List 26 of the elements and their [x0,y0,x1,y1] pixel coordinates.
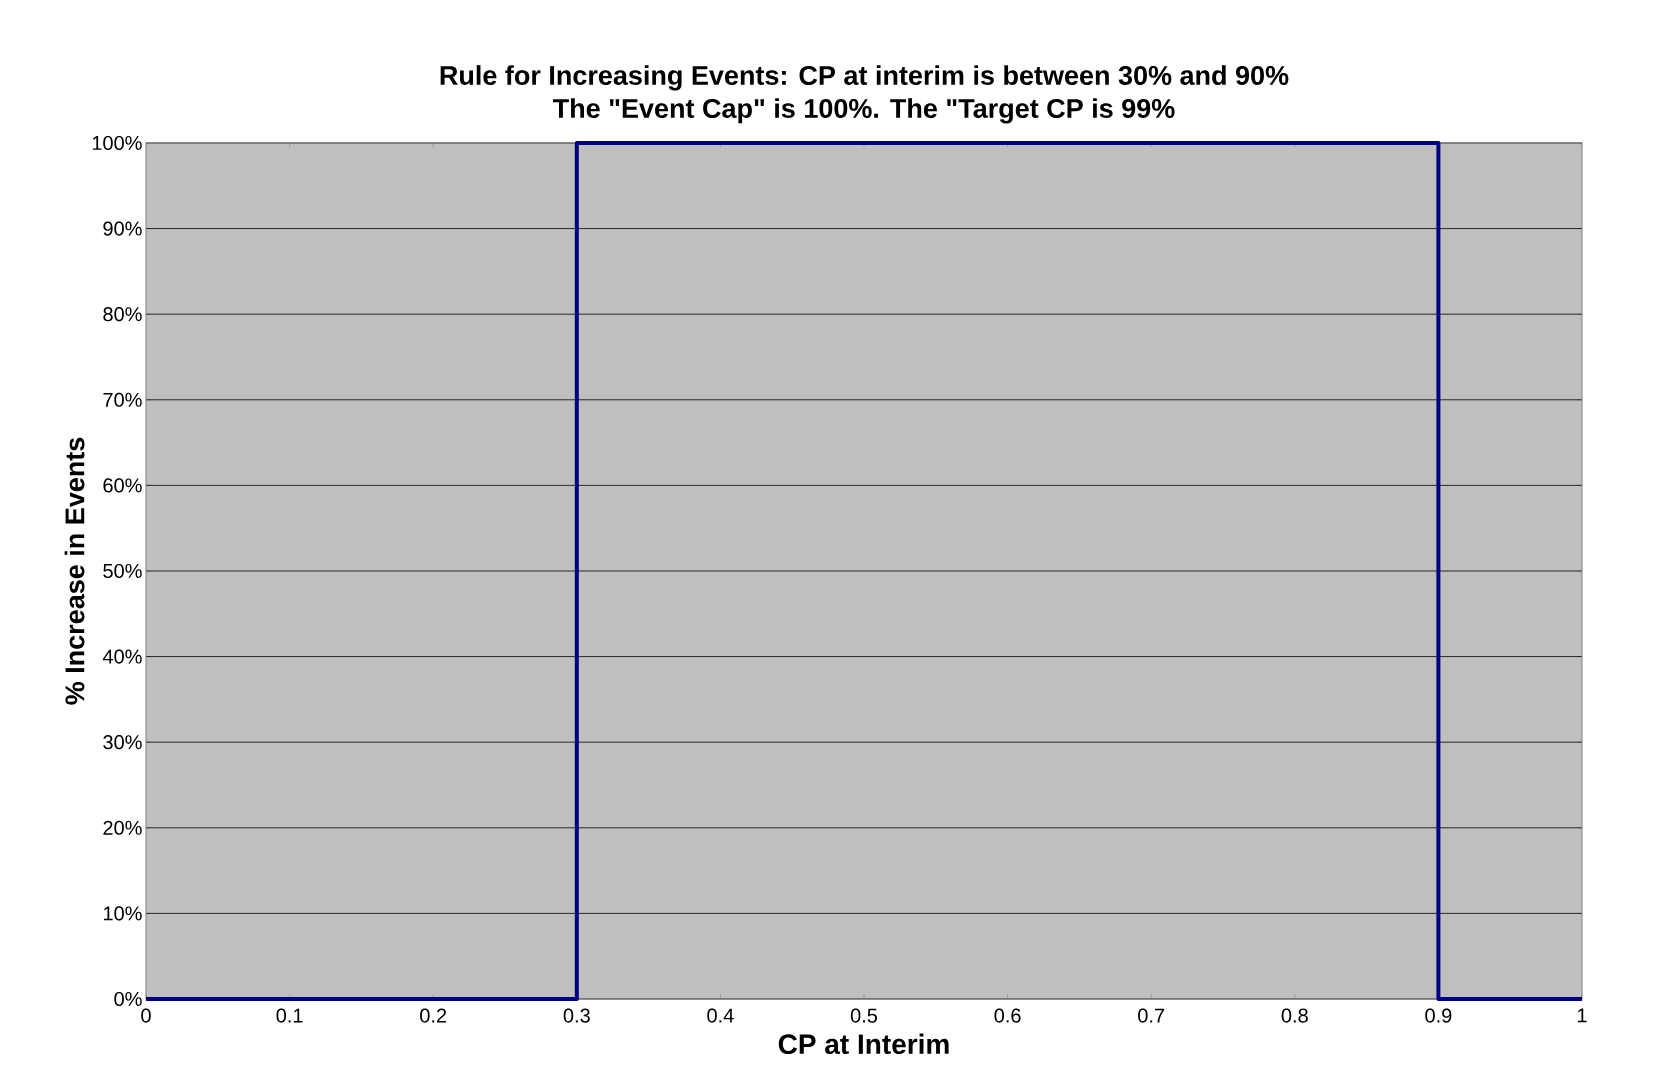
y-tick-label: 30% [103,735,142,750]
x-tick-label: 0.5 [850,1008,878,1023]
x-tick-label: 0.1 [276,1008,303,1023]
x-tick-label: 0.8 [1281,1008,1308,1023]
y-tick-label: 100% [92,135,142,151]
x-tick-label: 0.3 [563,1008,590,1023]
y-tick-label: 80% [103,307,142,322]
y-tick-label: 20% [103,820,142,835]
y-tick-label: 10% [103,906,142,921]
x-axis-title: CP at Interim [778,1033,949,1055]
x-tick-label: 0 [141,1008,151,1023]
y-tick-label: 60% [103,478,142,493]
y-tick-label: 70% [103,392,142,407]
y-axis-title: % Increase in Events [64,437,85,705]
x-tick-label: 1 [1577,1008,1587,1023]
x-tick-label: 0.4 [707,1008,734,1023]
x-tick-label: 0.9 [1425,1008,1452,1023]
y-tick-label: 0% [114,991,142,1007]
x-tick-label: 0.7 [1138,1008,1165,1023]
chart-title: Rule for Increasing Events: CP at interim is between 30% and 90% [440,65,1289,91]
y-tick-label: 50% [103,563,142,579]
chart-subtitle: The "Event Cap" is 100%. The "Target CP is 99% [553,98,1175,124]
y-tick-label: 40% [102,649,142,664]
x-tick-label: 0.2 [420,1008,447,1023]
y-tick-label: 90% [103,221,142,236]
x-tick-label: 0.6 [994,1008,1021,1023]
